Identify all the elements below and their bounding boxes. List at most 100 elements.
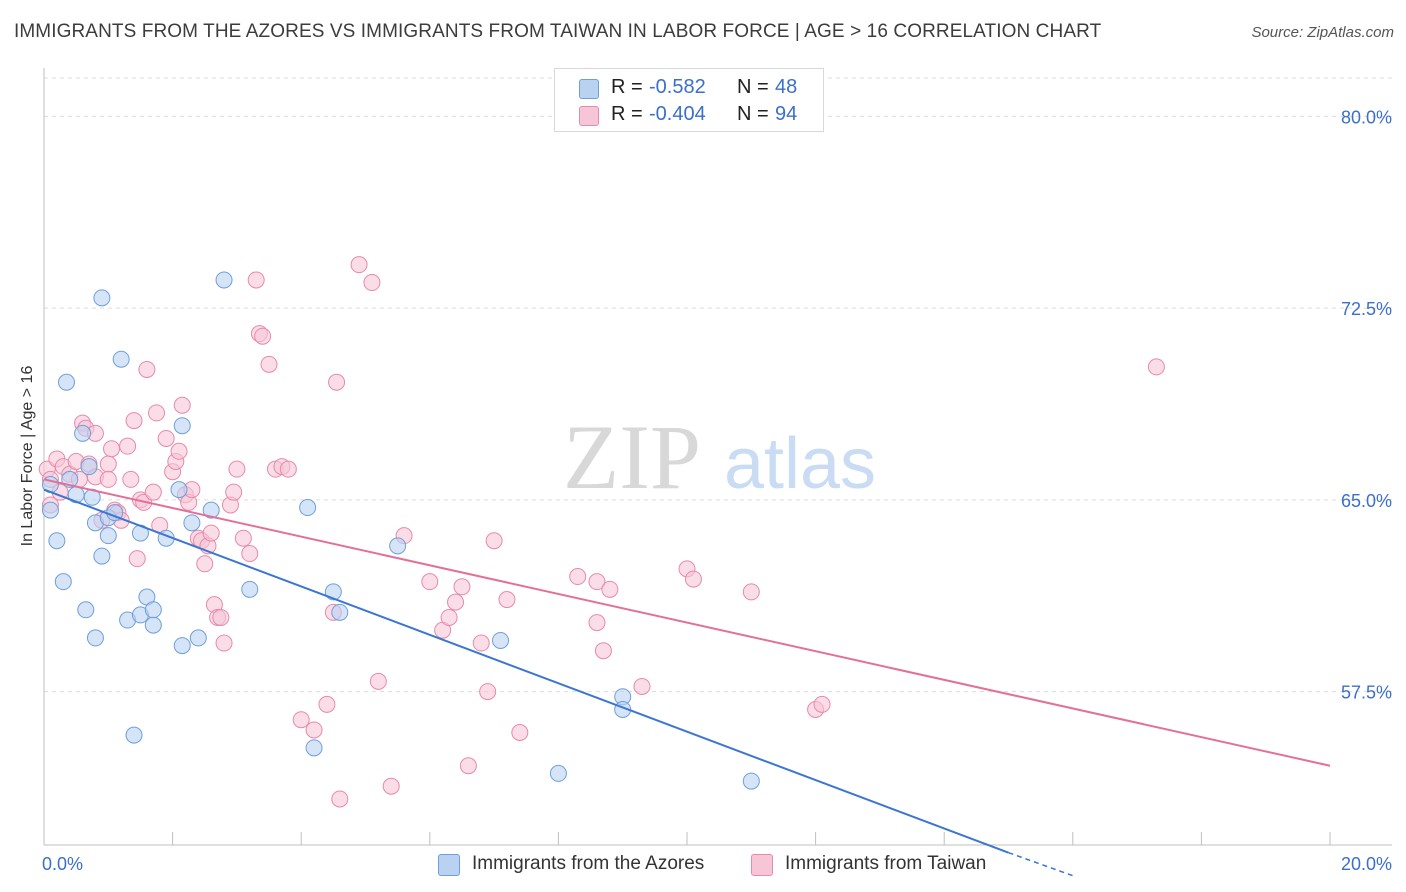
- azores-point: [549, 764, 567, 782]
- taiwan-point: [459, 757, 477, 775]
- taiwan-point: [453, 578, 471, 596]
- grid-lines: [44, 77, 1392, 693]
- taiwan-point: [212, 608, 230, 626]
- azores-point: [324, 583, 342, 601]
- azores-point: [74, 424, 92, 442]
- taiwan-point: [382, 777, 400, 795]
- taiwan-point: [447, 593, 465, 611]
- taiwan-point: [119, 437, 137, 455]
- r-label: R =: [611, 76, 643, 98]
- azores-point: [41, 501, 59, 519]
- taiwan-point: [813, 695, 831, 713]
- taiwan-point: [331, 790, 349, 808]
- azores-point: [86, 629, 104, 647]
- tick-labels: 57.5% 65.0% 72.5% 80.0% 0.0% 20.0%: [42, 107, 1392, 874]
- taiwan-point: [328, 373, 346, 391]
- azores-point: [93, 547, 111, 565]
- taiwan-point: [485, 532, 503, 550]
- r-value: -0.582: [649, 76, 706, 98]
- azores-trend-extension: [1008, 851, 1074, 877]
- taiwan-point: [569, 568, 587, 586]
- taiwan-point: [292, 711, 310, 729]
- legend-label-taiwan: Immigrants from Taiwan: [785, 853, 987, 874]
- taiwan-point: [588, 573, 606, 591]
- y-tick-label: 57.5%: [1341, 683, 1392, 703]
- taiwan-point: [472, 634, 490, 652]
- correlation-legend: R = -0.582 N = 48 R = -0.404 N = 94: [554, 68, 824, 132]
- taiwan-point: [196, 555, 214, 573]
- taiwan-point: [254, 327, 272, 345]
- taiwan-point: [479, 683, 497, 701]
- taiwan-point: [279, 460, 297, 478]
- azores-point: [144, 601, 162, 619]
- azores-point: [80, 458, 98, 476]
- trend-lines: [43, 478, 1331, 877]
- taiwan-swatch: [579, 106, 599, 126]
- watermark: ZIP atlas: [563, 406, 876, 508]
- taiwan-point: [1147, 358, 1165, 376]
- azores-point: [215, 271, 233, 289]
- azores-point: [742, 772, 760, 790]
- azores-point: [77, 601, 95, 619]
- series-legend: Immigrants from the Azores Immigrants fr…: [0, 852, 1406, 878]
- taiwan-point: [594, 642, 612, 660]
- azores-point: [58, 373, 76, 391]
- azores-point: [99, 527, 117, 545]
- taiwan-point: [202, 524, 220, 542]
- azores-point: [492, 631, 510, 649]
- y-tick-label: 80.0%: [1341, 107, 1392, 127]
- azores-point: [241, 580, 259, 598]
- legend-label-azores: Immigrants from the Azores: [472, 853, 705, 874]
- taiwan-point: [234, 529, 252, 547]
- azores-point: [305, 739, 323, 757]
- taiwan-point: [247, 271, 265, 289]
- taiwan-swatch: [751, 854, 773, 876]
- taiwan-point: [601, 580, 619, 598]
- n-label: N =: [737, 76, 769, 98]
- taiwan-point: [241, 545, 259, 563]
- taiwan-point: [99, 470, 117, 488]
- azores-point: [125, 726, 143, 744]
- azores-point: [189, 629, 207, 647]
- azores-point: [173, 637, 191, 655]
- azores-point: [54, 573, 72, 591]
- taiwan-point: [498, 591, 516, 609]
- chart-title: IMMIGRANTS FROM THE AZORES VS IMMIGRANTS…: [14, 21, 1102, 42]
- taiwan-point: [138, 360, 156, 378]
- taiwan-point: [511, 724, 529, 742]
- taiwan-point: [350, 256, 368, 274]
- azores-trend-line: [43, 488, 1009, 854]
- azores-point: [202, 501, 220, 519]
- taiwan-point: [99, 455, 117, 473]
- taiwan-point: [215, 634, 233, 652]
- x-tick-label: 20.0%: [1341, 854, 1392, 874]
- azores-point: [299, 499, 317, 517]
- taiwan-point: [125, 412, 143, 430]
- y-tick-label: 65.0%: [1341, 491, 1392, 511]
- taiwan-point: [103, 440, 121, 458]
- azores-point: [173, 417, 191, 435]
- taiwan-point: [305, 721, 323, 739]
- taiwan-point: [122, 470, 140, 488]
- taiwan-point: [225, 483, 243, 501]
- azores-point: [331, 603, 349, 621]
- taiwan-point: [157, 429, 175, 447]
- taiwan-point: [260, 355, 278, 373]
- taiwan-point: [318, 695, 336, 713]
- y-tick-label: 72.5%: [1341, 299, 1392, 319]
- taiwan-point: [440, 608, 458, 626]
- taiwan-points: [38, 256, 1165, 808]
- azores-swatch: [579, 79, 599, 99]
- watermark-atlas: atlas: [724, 424, 876, 504]
- taiwan-point: [633, 677, 651, 695]
- taiwan-point: [684, 570, 702, 588]
- azores-swatch: [438, 854, 460, 876]
- taiwan-point: [369, 672, 387, 690]
- taiwan-point: [148, 404, 166, 422]
- azores-points: [41, 271, 760, 790]
- n-value: 48: [775, 76, 798, 98]
- taiwan-point: [228, 460, 246, 478]
- taiwan-point: [742, 583, 760, 601]
- azores-point: [48, 532, 66, 550]
